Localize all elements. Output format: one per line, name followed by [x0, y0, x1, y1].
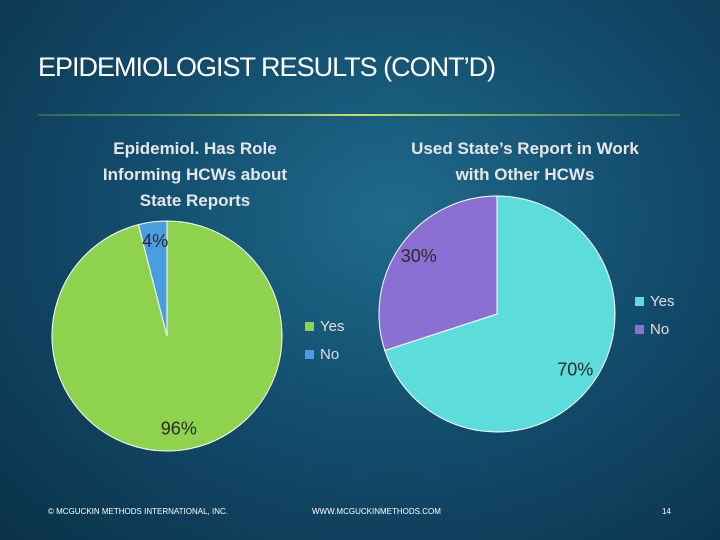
legend-label: Yes	[320, 318, 344, 335]
legend-label: No	[320, 346, 339, 363]
legend-swatch	[635, 325, 644, 334]
value-label: 30%	[401, 246, 437, 266]
footer-center: WWW.MCGUCKINMETHODS.COM	[312, 507, 441, 516]
legend-swatch	[305, 322, 314, 331]
value-label: 96%	[161, 418, 197, 438]
pie-slice	[378, 195, 498, 352]
slide-title: EPIDEMIOLOGIST RESULTS (CONT’D)	[38, 52, 496, 82]
footer-left: © MCGUCKIN METHODS INTERNATIONAL, INC.	[48, 507, 228, 516]
pie-slice	[137, 220, 168, 337]
legend-label: Yes	[650, 293, 674, 310]
title-rule	[38, 114, 680, 116]
pie-title: Used State’s Report in Work with Other H…	[411, 139, 639, 184]
legend-label: No	[650, 321, 669, 338]
legend-swatch	[305, 350, 314, 359]
legend-swatch	[635, 297, 644, 306]
value-label: 4%	[142, 231, 168, 251]
value-label: 70%	[557, 360, 593, 380]
page-number: 14	[662, 507, 671, 516]
pie-slice	[384, 195, 616, 433]
pie-title: Epidemiol. Has Role Informing HCWs about…	[102, 139, 288, 210]
